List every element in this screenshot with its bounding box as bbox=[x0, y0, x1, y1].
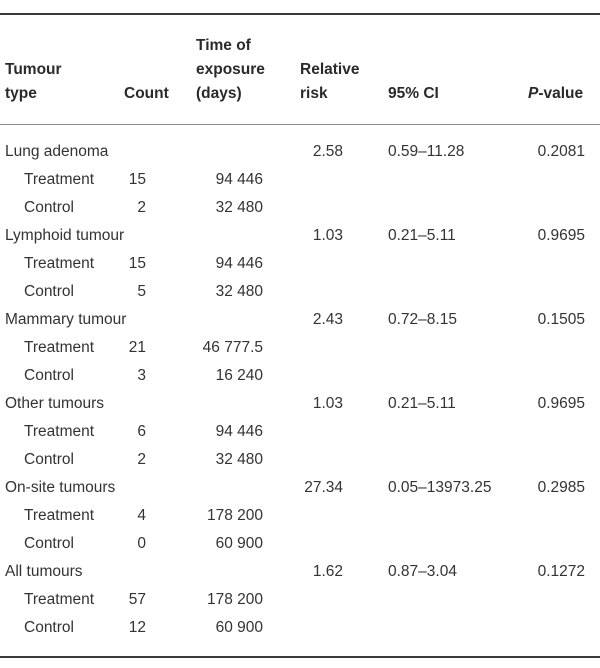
table-row: Control 2 32 480 bbox=[0, 446, 600, 474]
p-value-cell: 0.1505 bbox=[537, 311, 585, 328]
group-row: Lymphoid tumour 1.03 0.21–5.11 0.9695 bbox=[0, 222, 600, 250]
count-cell: 3 bbox=[137, 367, 146, 384]
header-time-line3: (days) bbox=[196, 85, 242, 102]
group-label-cell: Control bbox=[24, 535, 74, 552]
exposure-time-cell: 178 200 bbox=[206, 591, 263, 608]
p-value-cell: 0.9695 bbox=[537, 395, 585, 412]
header-relative-risk: Relative risk bbox=[300, 58, 359, 106]
group-label-cell: Treatment bbox=[24, 507, 95, 524]
count-cell: 15 bbox=[128, 171, 146, 188]
exposure-time-cell: 60 900 bbox=[215, 619, 263, 636]
count-cell: 5 bbox=[137, 283, 146, 300]
header-relative-risk-line1: Relative bbox=[300, 61, 360, 78]
tumour-type-cell: Lung adenoma bbox=[5, 143, 109, 160]
header-time: Time of exposure (days) bbox=[196, 34, 265, 106]
tumour-type-cell: Other tumours bbox=[5, 395, 105, 412]
group-label-cell: Control bbox=[24, 283, 74, 300]
group-label-cell: Treatment bbox=[24, 591, 95, 608]
p-value-cell: 0.9695 bbox=[537, 227, 585, 244]
header-tumour-type: Tumour type bbox=[5, 58, 62, 106]
group-label-cell: Control bbox=[24, 451, 74, 468]
ci-cell: 0.21–5.11 bbox=[388, 395, 456, 412]
exposure-time-cell: 178 200 bbox=[206, 507, 263, 524]
table-row: Control 2 32 480 bbox=[0, 194, 600, 222]
top-rule bbox=[0, 13, 600, 15]
relative-risk-cell: 1.03 bbox=[312, 395, 343, 412]
table-row: Control 0 60 900 bbox=[0, 530, 600, 558]
exposure-time-cell: 94 446 bbox=[215, 423, 263, 440]
group-row: Mammary tumour 2.43 0.72–8.15 0.1505 bbox=[0, 306, 600, 334]
header-ci: 95% CI bbox=[388, 82, 439, 106]
group-label-cell: Control bbox=[24, 619, 74, 636]
table-row: Treatment 15 94 446 bbox=[0, 166, 600, 194]
group-label-cell: Treatment bbox=[24, 255, 95, 272]
group-row: All tumours 1.62 0.87–3.04 0.1272 bbox=[0, 558, 600, 586]
relative-risk-cell: 1.62 bbox=[312, 563, 343, 580]
count-cell: 2 bbox=[137, 199, 146, 216]
relative-risk-cell: 1.03 bbox=[312, 227, 343, 244]
tumour-type-cell: Lymphoid tumour bbox=[5, 227, 125, 244]
table-row: Treatment 57 178 200 bbox=[0, 586, 600, 614]
count-cell: 12 bbox=[128, 619, 146, 636]
ci-cell: 0.72–8.15 bbox=[388, 311, 457, 328]
count-cell: 15 bbox=[128, 255, 146, 272]
count-cell: 57 bbox=[128, 591, 146, 608]
exposure-time-cell: 16 240 bbox=[215, 367, 263, 384]
exposure-time-cell: 32 480 bbox=[215, 283, 263, 300]
p-value-cell: 0.2985 bbox=[537, 479, 585, 496]
count-cell: 6 bbox=[137, 423, 146, 440]
table-row: Treatment 6 94 446 bbox=[0, 418, 600, 446]
table-row: Treatment 21 46 777.5 bbox=[0, 334, 600, 362]
table-row: Control 5 32 480 bbox=[0, 278, 600, 306]
p-value-cell: 0.1272 bbox=[537, 563, 585, 580]
group-row: Lung adenoma 2.58 0.59–11.28 0.2081 bbox=[0, 138, 600, 166]
table-row: Treatment 15 94 446 bbox=[0, 250, 600, 278]
count-cell: 4 bbox=[137, 507, 146, 524]
header-tumour-type-line1: Tumour bbox=[5, 61, 62, 78]
tumour-type-cell: All tumours bbox=[5, 563, 83, 580]
group-label-cell: Control bbox=[24, 199, 74, 216]
group-row: Other tumours 1.03 0.21–5.11 0.9695 bbox=[0, 390, 600, 418]
table-row: Control 3 16 240 bbox=[0, 362, 600, 390]
count-cell: 21 bbox=[128, 339, 146, 356]
table-row: Control 12 60 900 bbox=[0, 614, 600, 642]
header-p-value: P-value bbox=[528, 82, 583, 106]
header-p-value-italic: P bbox=[528, 85, 539, 102]
exposure-time-cell: 32 480 bbox=[215, 199, 263, 216]
ci-cell: 0.21–5.11 bbox=[388, 227, 456, 244]
header-ci-text: 95% CI bbox=[388, 85, 439, 102]
relative-risk-cell: 2.43 bbox=[312, 311, 343, 328]
tumour-type-cell: Mammary tumour bbox=[5, 311, 127, 328]
header-count: Count bbox=[124, 82, 169, 106]
relative-risk-cell: 27.34 bbox=[304, 479, 343, 496]
table-row: Treatment 4 178 200 bbox=[0, 502, 600, 530]
group-row: On-site tumours 27.34 0.05–13973.25 0.2985 bbox=[0, 474, 600, 502]
tumour-type-cell: On-site tumours bbox=[5, 479, 116, 496]
header-rule bbox=[0, 124, 600, 125]
exposure-time-cell: 94 446 bbox=[215, 171, 263, 188]
group-label-cell: Treatment bbox=[24, 339, 95, 356]
group-label-cell: Treatment bbox=[24, 423, 95, 440]
bottom-rule bbox=[0, 656, 600, 658]
header-time-line1: Time of bbox=[196, 37, 251, 54]
count-cell: 2 bbox=[137, 451, 146, 468]
count-cell: 0 bbox=[137, 535, 146, 552]
group-label-cell: Treatment bbox=[24, 171, 95, 188]
header-tumour-type-line2: type bbox=[5, 85, 37, 102]
ci-cell: 0.05–13973.25 bbox=[388, 479, 492, 496]
ci-cell: 0.59–11.28 bbox=[388, 143, 465, 160]
header-time-line2: exposure bbox=[196, 61, 265, 78]
exposure-time-cell: 94 446 bbox=[215, 255, 263, 272]
header-relative-risk-line2: risk bbox=[300, 85, 328, 102]
header-count-text: Count bbox=[124, 85, 169, 102]
exposure-time-cell: 60 900 bbox=[215, 535, 263, 552]
p-value-cell: 0.2081 bbox=[537, 143, 585, 160]
exposure-time-cell: 46 777.5 bbox=[202, 339, 263, 356]
ci-cell: 0.87–3.04 bbox=[388, 563, 457, 580]
exposure-time-cell: 32 480 bbox=[215, 451, 263, 468]
relative-risk-cell: 2.58 bbox=[312, 143, 343, 160]
header-p-value-rest: -value bbox=[538, 85, 584, 102]
group-label-cell: Control bbox=[24, 367, 74, 384]
